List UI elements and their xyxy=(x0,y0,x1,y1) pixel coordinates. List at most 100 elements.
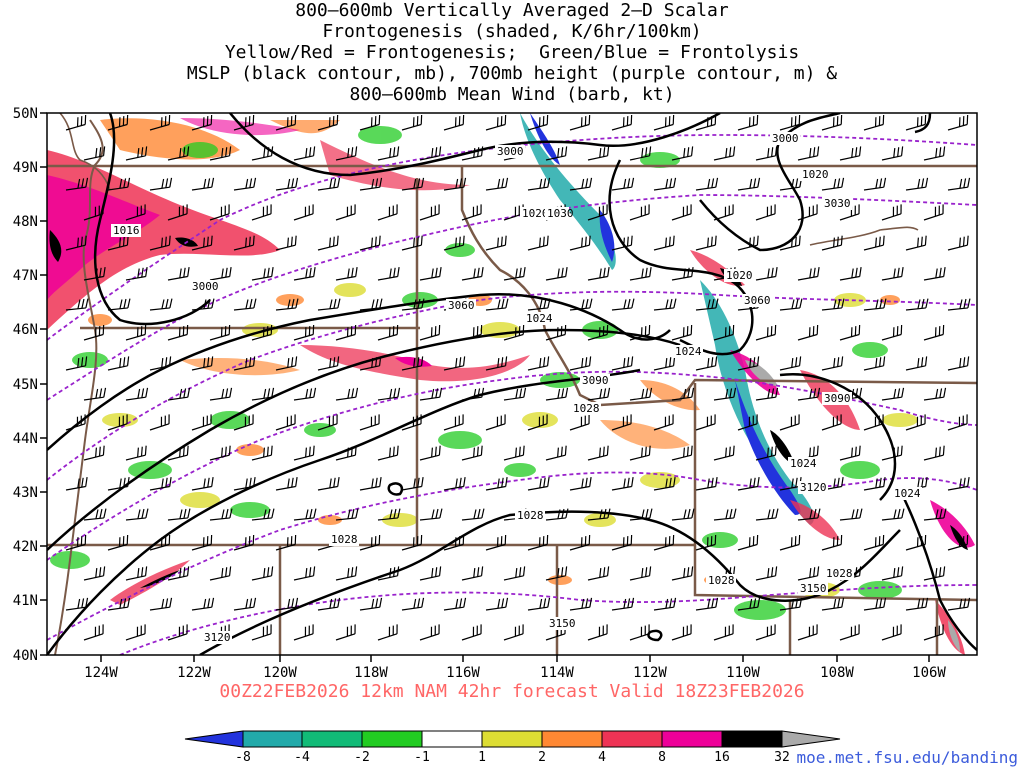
wind-barb xyxy=(629,508,653,521)
wind-barb xyxy=(545,146,568,161)
wind-barb xyxy=(779,114,801,131)
wind-barb xyxy=(419,508,443,521)
height-label: 3000 xyxy=(770,132,800,145)
wind-barb xyxy=(671,204,692,221)
wind-barb xyxy=(797,624,818,641)
wind-barb xyxy=(149,597,173,611)
wind-barb xyxy=(65,534,87,551)
wind-barb xyxy=(149,298,173,311)
wind-barb xyxy=(107,356,130,371)
wind-barb xyxy=(125,204,146,221)
wind-barb xyxy=(209,324,231,341)
wind-barb xyxy=(947,298,971,311)
wind-barb xyxy=(695,114,717,131)
wind-barb xyxy=(461,267,484,281)
lon-label: 118W xyxy=(354,665,388,681)
wind-barb xyxy=(317,477,340,491)
wind-barb xyxy=(125,445,147,461)
wind-barb xyxy=(713,204,734,221)
wind-barb xyxy=(209,445,231,461)
wind-barb xyxy=(905,356,928,371)
title-line-2: Frontogenesis (shaded, K/6hr/100km) xyxy=(322,21,702,42)
wind-barb xyxy=(65,477,88,491)
wind-barb xyxy=(65,414,86,431)
svg-text:1024: 1024 xyxy=(675,345,702,358)
wind-barb xyxy=(611,414,632,431)
wind-barb xyxy=(275,414,296,431)
wind-barb xyxy=(881,445,903,461)
wind-barb xyxy=(125,146,148,161)
wind-barb xyxy=(443,597,467,611)
wind-barb xyxy=(443,534,465,551)
wind-barb xyxy=(629,146,652,161)
mslp-label: 1024 xyxy=(892,487,922,500)
wind-barb xyxy=(293,204,314,221)
wind-barb xyxy=(65,177,89,191)
wind-barb xyxy=(251,566,274,581)
wind-barb xyxy=(401,597,425,611)
lat-label: 45N xyxy=(13,377,38,393)
colorbar: -8 -4 -2 -1 1 2 4 8 16 32 xyxy=(184,730,841,765)
wind-barb xyxy=(821,414,842,431)
wind-barb xyxy=(335,624,356,641)
wind-barb xyxy=(107,235,129,251)
colorbar-label: 2 xyxy=(538,750,546,765)
svg-text:3120: 3120 xyxy=(800,481,827,494)
wind-barb xyxy=(839,267,862,281)
svg-text:1028: 1028 xyxy=(331,533,358,546)
wind-barb xyxy=(569,534,591,551)
wind-barb xyxy=(377,204,398,221)
wind-barb xyxy=(125,324,147,341)
wind-barb xyxy=(755,566,778,581)
wind-barb xyxy=(947,177,971,191)
wind-barb xyxy=(671,624,692,641)
wind-barb xyxy=(335,508,359,521)
wind-barb xyxy=(653,114,675,131)
wind-barb xyxy=(293,324,315,341)
wind-barb xyxy=(587,204,608,221)
wind-barb xyxy=(779,534,801,551)
wind-barb xyxy=(923,624,944,641)
wind-barb xyxy=(335,204,356,221)
wind-barb xyxy=(713,508,737,521)
wind-barb xyxy=(293,445,315,461)
wind-barb xyxy=(755,267,778,281)
wind-barb xyxy=(863,298,887,311)
wind-barb xyxy=(149,177,173,191)
wind-barb xyxy=(905,235,927,251)
wind-barb xyxy=(461,566,484,581)
wind-barb xyxy=(107,414,128,431)
lat-label: 40N xyxy=(13,648,38,664)
wind-barb xyxy=(251,445,273,461)
wind-barb xyxy=(125,387,149,401)
wind-barb xyxy=(611,534,633,551)
wind-barb xyxy=(233,356,256,371)
wind-barb xyxy=(419,387,443,401)
wind-barb xyxy=(545,387,569,401)
wind-barb xyxy=(107,477,130,491)
wind-barb xyxy=(923,204,944,221)
wind-barb xyxy=(653,177,677,191)
wind-barb xyxy=(461,624,482,641)
wind-barb xyxy=(233,597,257,611)
wind-barb xyxy=(695,534,717,551)
colorbar-swatch xyxy=(541,730,603,748)
height-label: 3060 xyxy=(742,294,772,307)
svg-text:3030: 3030 xyxy=(824,197,851,210)
height-label: 3150 xyxy=(547,617,577,630)
lon-label: 120W xyxy=(263,665,297,681)
wind-barb xyxy=(695,235,717,251)
wind-barb xyxy=(797,204,818,221)
wind-barb xyxy=(587,387,611,401)
wind-barb xyxy=(293,387,317,401)
wind-barb xyxy=(275,114,297,131)
wind-barb xyxy=(401,534,423,551)
lat-label: 44N xyxy=(13,431,38,447)
wind-barb xyxy=(377,267,400,281)
wind-barb xyxy=(569,356,592,371)
wind-barb xyxy=(503,624,524,641)
wind-barb xyxy=(779,597,803,611)
wind-barb xyxy=(905,414,926,431)
wind-barb xyxy=(881,508,905,521)
wind-barb xyxy=(821,235,843,251)
